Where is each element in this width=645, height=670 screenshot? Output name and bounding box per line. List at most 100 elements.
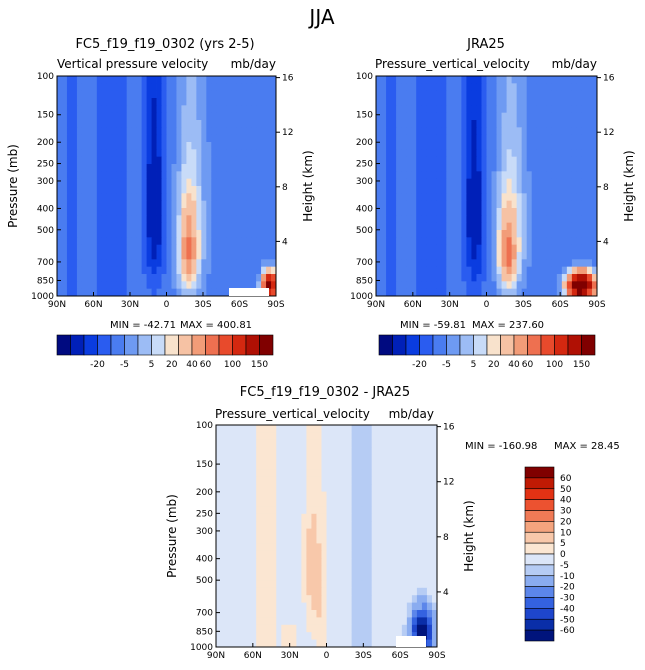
contour-cell [226, 237, 232, 246]
contour-cell [86, 134, 93, 143]
contour-cell [516, 149, 523, 158]
contour-cell [391, 587, 398, 596]
contour-cell [271, 215, 276, 224]
contour-cell [406, 281, 412, 290]
contour-cell [191, 259, 197, 268]
contour-cell [376, 252, 382, 260]
contour-cell [91, 90, 98, 99]
contour-cell [566, 156, 573, 165]
contour-cell [276, 462, 282, 470]
contour-cell [321, 595, 327, 603]
contour-cell [231, 491, 237, 500]
contour-cell [236, 425, 242, 433]
contour-cell [431, 587, 437, 596]
contour-cell [86, 83, 93, 92]
contour-cell [466, 164, 472, 172]
contour-cell [516, 222, 523, 231]
contour-cell [86, 244, 93, 253]
contour-cell [381, 513, 388, 522]
contour-cell [241, 200, 247, 209]
contour-cell [391, 120, 397, 128]
contour-cell [221, 200, 227, 209]
contour-cell [496, 149, 502, 158]
contour-cell [186, 266, 192, 275]
contour-cell [266, 521, 272, 529]
contour-cell [61, 156, 68, 165]
contour-cell [326, 439, 332, 448]
contour-cell [371, 425, 378, 433]
contour-cell [441, 208, 447, 216]
contour-cell [406, 573, 413, 581]
contour-cell [281, 528, 287, 537]
contour-cell [276, 632, 282, 640]
contour-cell [301, 610, 307, 618]
contour-cell [301, 454, 307, 463]
contour-cell [376, 550, 383, 559]
contour-cell [521, 215, 528, 224]
contour-cell [106, 90, 113, 99]
contour-cell [216, 602, 222, 611]
contour-cell [561, 105, 568, 114]
contour-cell [71, 90, 78, 99]
contour-cell [276, 639, 282, 647]
contour-cell [266, 610, 272, 618]
contour-cell [436, 142, 442, 150]
contour-cell [251, 454, 257, 463]
contour-cell [381, 90, 387, 99]
contour-cell [176, 222, 182, 231]
contour-cell [551, 244, 558, 253]
contour-cell [426, 484, 433, 492]
contour-cell [281, 602, 287, 611]
contour-cell [251, 536, 257, 544]
contour-cell [351, 469, 358, 478]
contour-cell [541, 237, 548, 246]
contour-cell [101, 288, 108, 296]
contour-cell [421, 112, 427, 121]
contour-cell [361, 580, 368, 589]
contour-cell [301, 469, 307, 478]
contour-cell [241, 639, 247, 647]
contour-cell [76, 237, 83, 246]
contour-cell [266, 208, 272, 216]
contour-cell [96, 112, 103, 121]
contour-cell [141, 105, 147, 114]
contour-cell [516, 288, 523, 296]
y2-tick-label: 16 [282, 74, 294, 84]
contour-cell [276, 536, 282, 544]
contour-cell [391, 528, 398, 537]
contour-cell [236, 90, 242, 99]
contour-cell [206, 105, 212, 114]
contour-cell [411, 587, 418, 596]
contour-cell [101, 83, 108, 92]
contour-cell [421, 425, 428, 433]
contour-cell [131, 274, 138, 282]
contour-cell [461, 252, 467, 260]
contour-cell [136, 281, 143, 290]
contour-cell [541, 76, 548, 84]
contour-cell [466, 208, 472, 216]
contour-cell [396, 528, 403, 537]
contour-cell [246, 208, 252, 216]
contour-cell [96, 193, 103, 202]
contour-cell [496, 76, 502, 84]
contour-cell [506, 164, 513, 172]
contour-cell [251, 632, 257, 640]
contour-cell [391, 558, 398, 566]
contour-cell [556, 208, 563, 216]
contour-cell [346, 610, 353, 618]
contour-cell [236, 528, 242, 537]
contour-cell [251, 178, 257, 187]
contour-cell [381, 550, 388, 559]
contour-cell [576, 134, 583, 143]
contour-cell [411, 506, 418, 515]
contour-cell [66, 288, 73, 296]
contour-cell [151, 149, 157, 158]
contour-cell [201, 178, 207, 187]
contour-cell [281, 447, 287, 455]
contour-cell [246, 617, 252, 626]
x-tick-label: 0 [484, 300, 490, 310]
contour-cell [196, 105, 202, 114]
contour-cell [296, 595, 302, 603]
contour-cell [266, 432, 272, 441]
contour-cell [231, 610, 237, 618]
